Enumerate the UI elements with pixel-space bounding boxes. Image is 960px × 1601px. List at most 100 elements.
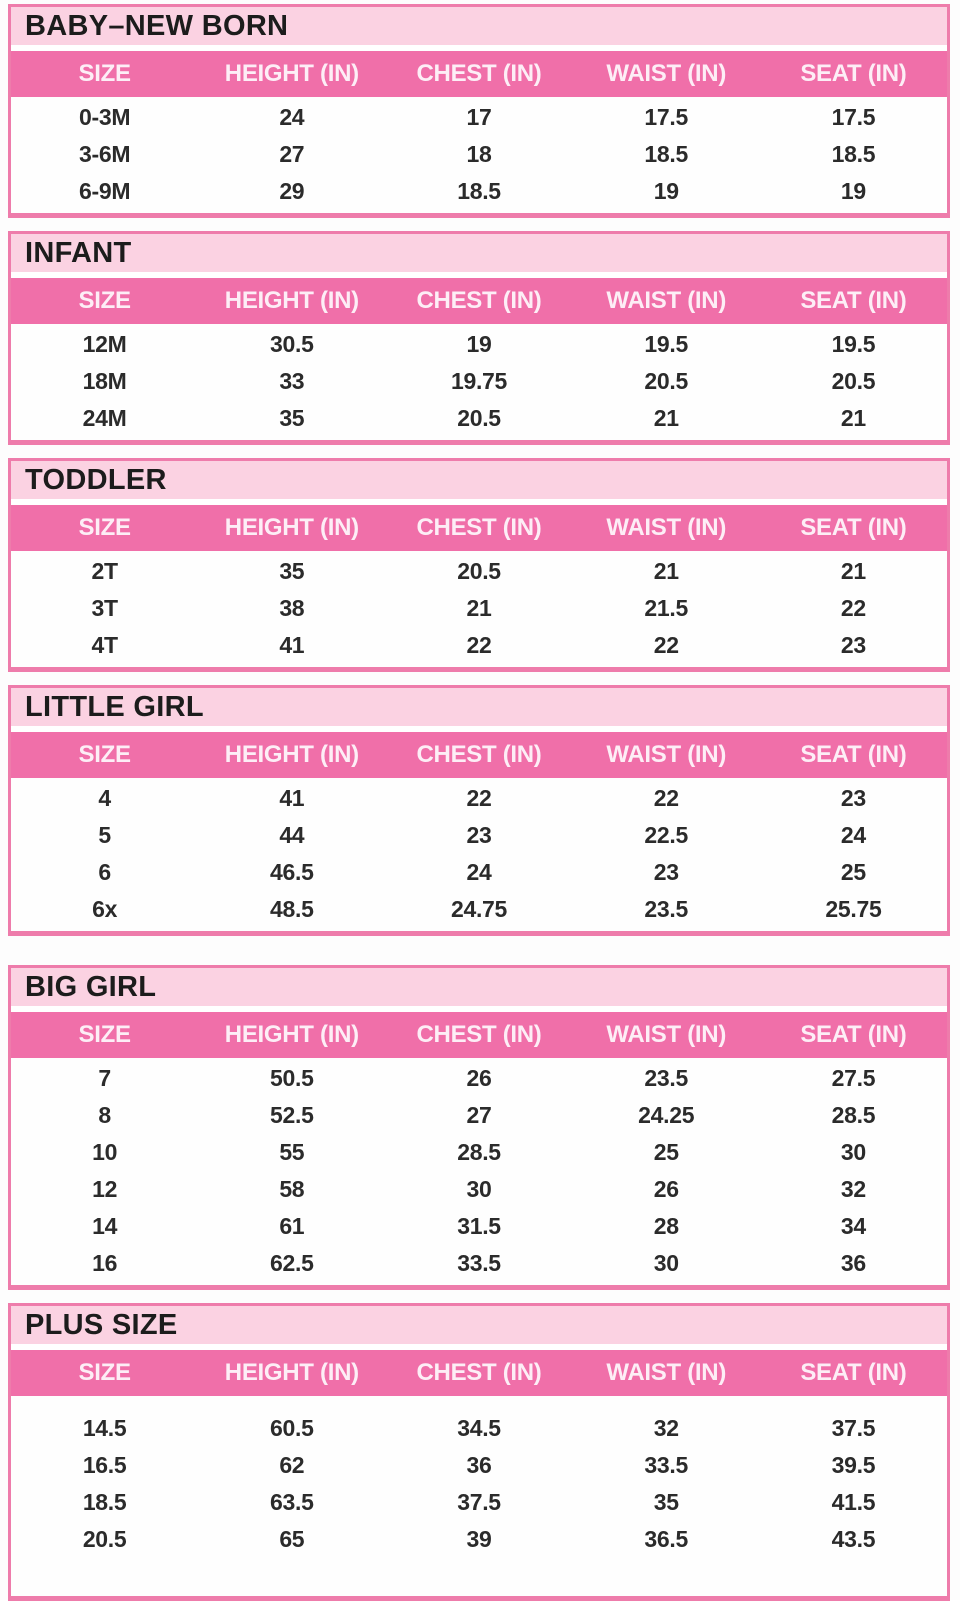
table-header-row: SIZE HEIGHT (IN) CHEST (IN) WAIST (IN) SEAT … bbox=[11, 732, 947, 778]
column-header-waist: WAIST (IN) bbox=[606, 287, 727, 314]
table-row: 24M 35 20.5 21 21 bbox=[11, 400, 947, 437]
cell-height: 60.5 bbox=[270, 1415, 314, 1441]
cell-seat: 23 bbox=[840, 632, 866, 658]
cell-size: 20.5 bbox=[82, 1526, 127, 1552]
table-row: 18M 33 19.75 20.5 20.5 bbox=[11, 363, 947, 400]
cell-chest: 19 bbox=[466, 331, 492, 357]
table-title: BIG GIRL bbox=[11, 968, 947, 1012]
cell-waist: 35 bbox=[653, 1489, 679, 1515]
cell-seat: 22 bbox=[840, 595, 866, 621]
column-header-seat: SEAT (IN) bbox=[800, 514, 907, 541]
table-title: INFANT bbox=[11, 234, 947, 278]
table-header-row: SIZE HEIGHT (IN) CHEST (IN) WAIST (IN) SEAT … bbox=[11, 1012, 947, 1058]
table-body: 4 41 22 22 23 5 44 23 22.5 24 6 46.5 24 23 25 6x 48.5 24.… bbox=[11, 778, 947, 931]
column-header-chest: CHEST (IN) bbox=[416, 514, 542, 541]
size-table-baby-new-born: BABY–NEW BORN SIZE HEIGHT (IN) CHEST (IN) W… bbox=[8, 4, 950, 218]
column-header-chest: CHEST (IN) bbox=[416, 1021, 542, 1048]
table-row: 6 46.5 24 23 25 bbox=[11, 854, 947, 891]
table-row: 12M 30.5 19 19.5 19.5 bbox=[11, 326, 947, 363]
cell-height: 38 bbox=[279, 595, 305, 621]
cell-size: 4 bbox=[98, 785, 111, 811]
cell-size: 14.5 bbox=[82, 1415, 127, 1441]
cell-seat: 24 bbox=[840, 822, 866, 848]
table-row: 5 44 23 22.5 24 bbox=[11, 817, 947, 854]
cell-height: 35 bbox=[279, 405, 305, 431]
cell-height: 30.5 bbox=[270, 331, 314, 357]
table-row: 14 61 31.5 28 34 bbox=[11, 1208, 947, 1245]
size-table-plus-size: PLUS SIZE SIZE HEIGHT (IN) CHEST (IN) WAIST… bbox=[8, 1303, 950, 1601]
cell-height: 41 bbox=[279, 632, 305, 658]
column-header-chest: CHEST (IN) bbox=[416, 741, 542, 768]
table-row: 6x 48.5 24.75 23.5 25.75 bbox=[11, 891, 947, 928]
table-header-row: SIZE HEIGHT (IN) CHEST (IN) WAIST (IN) SEAT … bbox=[11, 51, 947, 97]
cell-waist: 24.25 bbox=[638, 1102, 695, 1128]
cell-seat: 37.5 bbox=[831, 1415, 876, 1441]
cell-seat: 30 bbox=[840, 1139, 866, 1165]
table-row: 0-3M 24 17 17.5 17.5 bbox=[11, 99, 947, 136]
cell-waist: 22 bbox=[653, 785, 679, 811]
cell-chest: 21 bbox=[466, 595, 492, 621]
cell-waist: 33.5 bbox=[644, 1452, 688, 1478]
cell-waist: 21.5 bbox=[644, 595, 688, 621]
column-header-seat: SEAT (IN) bbox=[800, 1359, 907, 1386]
table-row: 8 52.5 27 24.25 28.5 bbox=[11, 1097, 947, 1134]
table-row: 16 62.5 33.5 30 36 bbox=[11, 1245, 947, 1282]
column-header-size: SIZE bbox=[78, 514, 131, 541]
cell-height: 62 bbox=[279, 1452, 305, 1478]
table-title: PLUS SIZE bbox=[11, 1306, 947, 1350]
cell-size: 6x bbox=[92, 896, 118, 922]
cell-chest: 33.5 bbox=[457, 1250, 501, 1276]
column-header-seat: SEAT (IN) bbox=[800, 741, 907, 768]
cell-chest: 26 bbox=[466, 1065, 492, 1091]
cell-seat: 23 bbox=[840, 785, 866, 811]
column-header-chest: CHEST (IN) bbox=[416, 60, 542, 87]
cell-height: 46.5 bbox=[270, 859, 314, 885]
cell-seat: 32 bbox=[840, 1176, 866, 1202]
cell-chest: 27 bbox=[466, 1102, 492, 1128]
cell-height: 41 bbox=[279, 785, 305, 811]
table-title: TODDLER bbox=[11, 461, 947, 505]
cell-size: 12 bbox=[92, 1176, 118, 1202]
cell-waist: 26 bbox=[653, 1176, 679, 1202]
cell-chest: 17 bbox=[466, 104, 492, 130]
cell-chest: 18.5 bbox=[457, 178, 501, 204]
cell-size: 0-3M bbox=[79, 104, 131, 130]
cell-chest: 34.5 bbox=[457, 1415, 501, 1441]
cell-height: 58 bbox=[279, 1176, 305, 1202]
table-row: 16.5 62 36 33.5 39.5 bbox=[11, 1447, 947, 1484]
cell-size: 14 bbox=[92, 1213, 118, 1239]
table-row: 7 50.5 26 23.5 27.5 bbox=[11, 1060, 947, 1097]
cell-chest: 31.5 bbox=[457, 1213, 501, 1239]
cell-seat: 19 bbox=[840, 178, 866, 204]
cell-size: 12M bbox=[82, 331, 127, 357]
cell-waist: 20.5 bbox=[644, 368, 688, 394]
cell-waist: 17.5 bbox=[644, 104, 688, 130]
table-body: 12M 30.5 19 19.5 19.5 18M 33 19.75 20.5 20.5 24M 35… bbox=[11, 324, 947, 440]
cell-waist: 21 bbox=[653, 405, 679, 431]
cell-size: 8 bbox=[98, 1102, 111, 1128]
cell-chest: 20.5 bbox=[457, 405, 501, 431]
column-header-seat: SEAT (IN) bbox=[800, 1021, 907, 1048]
cell-waist: 19.5 bbox=[644, 331, 688, 357]
table-row: 6-9M 29 18.5 19 19 bbox=[11, 173, 947, 210]
cell-chest: 23 bbox=[466, 822, 492, 848]
size-table-big-girl: BIG GIRL SIZE HEIGHT (IN) CHEST (IN) WAIST … bbox=[8, 965, 950, 1290]
cell-height: 48.5 bbox=[270, 896, 314, 922]
table-header-row: SIZE HEIGHT (IN) CHEST (IN) WAIST (IN) SEAT … bbox=[11, 278, 947, 324]
column-header-height: HEIGHT (IN) bbox=[224, 60, 359, 87]
cell-height: 65 bbox=[279, 1526, 305, 1552]
column-header-size: SIZE bbox=[78, 287, 131, 314]
column-header-size: SIZE bbox=[78, 741, 131, 768]
cell-waist: 23.5 bbox=[644, 896, 688, 922]
cell-seat: 25.75 bbox=[825, 896, 882, 922]
column-header-waist: WAIST (IN) bbox=[606, 741, 727, 768]
cell-size: 6-9M bbox=[79, 178, 131, 204]
cell-chest: 30 bbox=[466, 1176, 492, 1202]
table-body: 2T 35 20.5 21 21 3T 38 21 21.5 22 4T 41 22 22 23 bbox=[11, 551, 947, 667]
cell-size: 16 bbox=[92, 1250, 118, 1276]
table-row: 3T 38 21 21.5 22 bbox=[11, 590, 947, 627]
column-header-chest: CHEST (IN) bbox=[416, 287, 542, 314]
cell-height: 52.5 bbox=[270, 1102, 314, 1128]
cell-waist: 23 bbox=[653, 859, 679, 885]
